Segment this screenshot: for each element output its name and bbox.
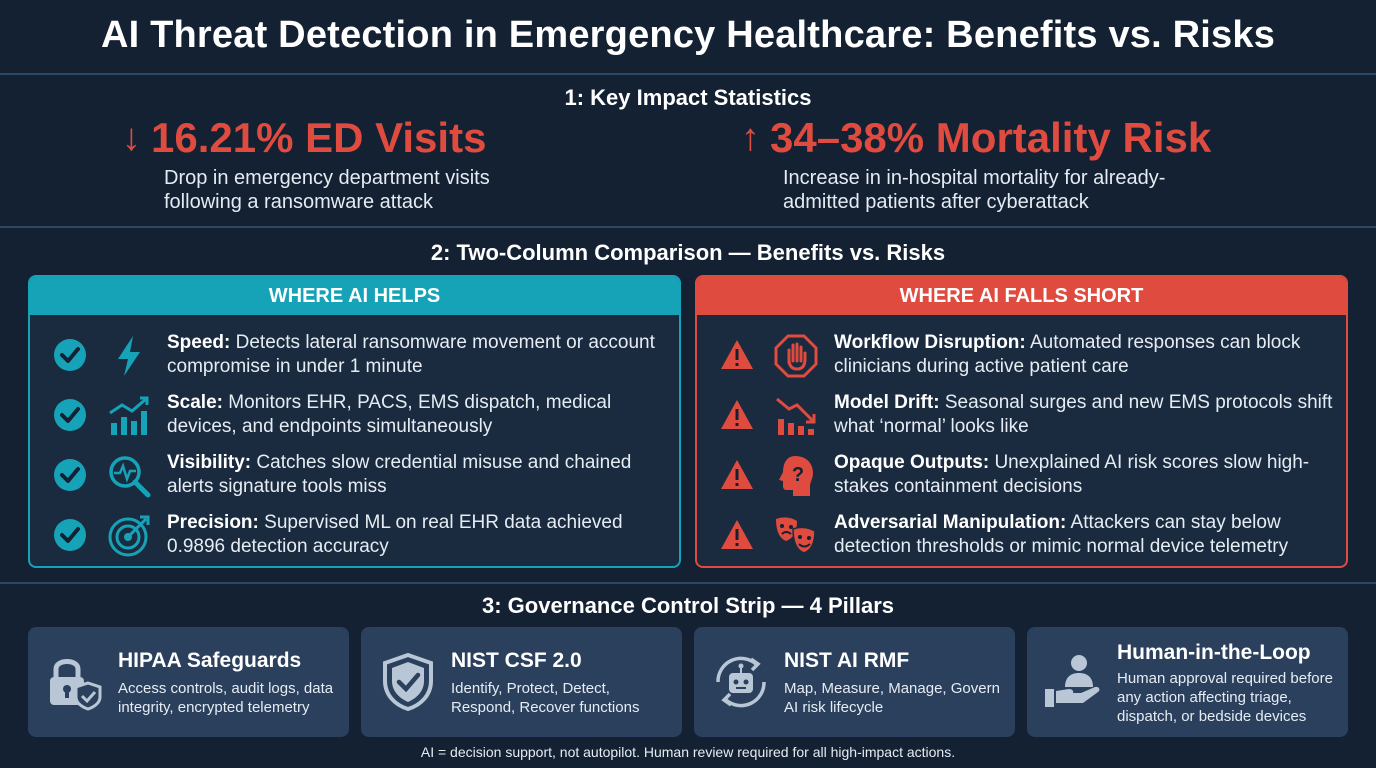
list-item: Speed: Detects lateral ransomware moveme… xyxy=(30,327,679,383)
stat-mortality: ↑ 34–38% Mortality Risk Increase in in-h… xyxy=(741,116,1253,214)
pillar-nist-ai-rmf: NIST AI RMF Map, Measure, Manage, Govern… xyxy=(694,627,1015,737)
section1-heading: 1: Key Impact Statistics xyxy=(564,85,812,110)
check-circle-icon xyxy=(54,519,86,551)
up-arrow-icon: ↑ xyxy=(741,117,760,159)
target-icon xyxy=(108,515,150,557)
robot-cycle-icon xyxy=(716,656,766,708)
lock-shield-icon xyxy=(50,659,102,711)
helps-header: WHERE AI HELPS xyxy=(30,277,679,315)
check-circle-icon xyxy=(54,459,86,491)
list-item: Scale: Monitors EHR, PACS, EMS dispatch,… xyxy=(30,387,679,443)
magnifier-pulse-icon xyxy=(109,456,151,498)
warning-triangle-icon xyxy=(721,460,753,489)
pillar-hipaa: HIPAA Safeguards Access controls, audit … xyxy=(28,627,349,737)
page-title: AI Threat Detection in Emergency Healthc… xyxy=(100,14,1276,56)
stat-description: Increase in in-hospital mortality for al… xyxy=(783,167,1166,213)
warning-triangle-icon xyxy=(721,400,753,429)
person-hand-icon xyxy=(1045,655,1100,707)
check-circle-icon xyxy=(54,339,86,371)
pillar-title: NIST CSF 2.0 xyxy=(451,649,582,672)
divider xyxy=(0,226,1376,228)
warning-triangle-icon xyxy=(721,520,753,549)
divider xyxy=(0,73,1376,75)
bar-chart-icon xyxy=(109,396,149,435)
section2-heading: 2: Two-Column Comparison — Benefits vs. … xyxy=(430,240,946,265)
list-item: Workflow Disruption: Automated responses… xyxy=(697,327,1346,383)
shield-check-icon xyxy=(383,652,433,712)
pillar-description: Human approval required before any actio… xyxy=(1117,670,1333,725)
down-arrow-icon: ↓ xyxy=(122,117,141,159)
list-item: Adversarial Manipulation: Attackers can … xyxy=(697,507,1346,563)
list-item: Precision: Supervised ML on real EHR dat… xyxy=(30,507,679,563)
list-item: Visibility: Catches slow credential misu… xyxy=(30,447,679,503)
warning-triangle-icon xyxy=(721,340,753,369)
footer-note: AI = decision support, not autopilot. Hu… xyxy=(420,744,956,760)
svg-text:?: ? xyxy=(792,464,804,486)
pillar-title: NIST AI RMF xyxy=(784,649,910,672)
pillar-description: Map, Measure, Manage, Govern AI risk lif… xyxy=(784,680,1000,716)
stat-headline: 16.21% ED Visits xyxy=(151,114,487,161)
list-item: Model Drift: Seasonal surges and new EMS… xyxy=(697,387,1346,443)
pillar-description: Access controls, audit logs, data integr… xyxy=(118,680,334,716)
pillar-title: Human-in-the-Loop xyxy=(1117,641,1311,664)
pillar-human-in-the-loop: Human-in-the-Loop Human approval require… xyxy=(1027,627,1348,737)
stat-headline: 34–38% Mortality Risk xyxy=(770,114,1212,161)
helps-panel: WHERE AI HELPS Speed: Detects lateral ra… xyxy=(28,275,681,568)
stop-hand-icon xyxy=(774,334,818,378)
question-head-icon: ? xyxy=(779,456,813,496)
lightning-icon xyxy=(118,336,140,376)
theater-masks-icon xyxy=(776,517,816,554)
divider xyxy=(0,582,1376,584)
falls-short-panel: WHERE AI FALLS SHORT Workflow Disruption… xyxy=(695,275,1348,568)
check-circle-icon xyxy=(54,399,86,431)
list-item: ? Opaque Outputs: Unexplained AI risk sc… xyxy=(697,447,1346,503)
falls-short-header: WHERE AI FALLS SHORT xyxy=(697,277,1346,315)
stat-description: Drop in emergency department visits foll… xyxy=(164,167,490,213)
stat-ed-visits: ↓ 16.21% ED Visits Drop in emergency dep… xyxy=(122,116,634,214)
pillar-nist-csf: NIST CSF 2.0 Identify, Protect, Detect, … xyxy=(361,627,682,737)
section3-heading: 3: Governance Control Strip — 4 Pillars xyxy=(482,593,894,618)
declining-chart-icon xyxy=(776,397,816,435)
pillar-title: HIPAA Safeguards xyxy=(118,649,302,672)
pillar-description: Identify, Protect, Detect, Respond, Reco… xyxy=(451,680,640,716)
